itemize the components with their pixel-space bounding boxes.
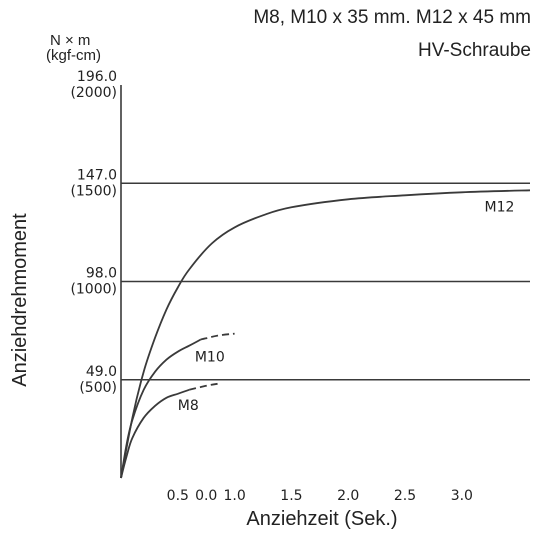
y-tick-sublabel: (500) — [79, 380, 117, 396]
x-tick-label: 2.5 — [394, 488, 416, 504]
series-line-m10 — [120, 338, 201, 479]
series-lines — [120, 189, 531, 479]
y-unit-label: N × m — [50, 32, 91, 49]
chart-title-line2: HV-Schraube — [417, 40, 531, 61]
y-tick-sublabel: (1500) — [70, 183, 117, 199]
series-dashed-m10 — [200, 332, 235, 341]
y-unit-sublabel: (kgf-cm) — [46, 47, 101, 64]
x-tick-labels: 0.5 0.0 1.0 1.5 2.0 2.5 3.0 — [167, 488, 473, 504]
y-tick-label: 98.0 — [86, 266, 117, 282]
y-tick-label: 196.0 — [77, 69, 117, 85]
grid-lines — [121, 182, 530, 381]
x-tick-label: 3.0 — [451, 488, 473, 504]
series-dashed-m8 — [188, 382, 218, 391]
x-tick-label: 1.5 — [280, 488, 302, 504]
series-label-m8: M8 — [178, 398, 199, 414]
x-axis-label: Anziehzeit (Sek.) — [246, 508, 397, 530]
x-tick-label: 0.0 — [195, 488, 217, 504]
series-line-m12 — [120, 189, 531, 479]
series-label-m10: M10 — [195, 350, 225, 366]
x-tick-label: 0.5 — [167, 488, 189, 504]
series-line-m8 — [120, 388, 190, 479]
y-tick-sublabel: (2000) — [70, 85, 117, 101]
x-tick-label: 2.0 — [337, 488, 359, 504]
y-tick-sublabel: (1000) — [70, 282, 117, 298]
series-labels: M12 M10 M8 — [178, 199, 515, 414]
y-axis-label: Anziehdrehmoment — [9, 213, 31, 387]
chart-title-line1: M8, M10 x 35 mm. M12 x 45 mm — [253, 7, 531, 28]
y-tick-label: 147.0 — [77, 167, 117, 183]
series-label-m12: M12 — [485, 199, 515, 215]
x-tick-label: 1.0 — [223, 488, 245, 504]
y-tick-label: 49.0 — [86, 364, 117, 380]
y-tick-labels: 49.0(500) 98.0(1000) 147.0(1500) 196.0(2000… — [70, 69, 117, 396]
